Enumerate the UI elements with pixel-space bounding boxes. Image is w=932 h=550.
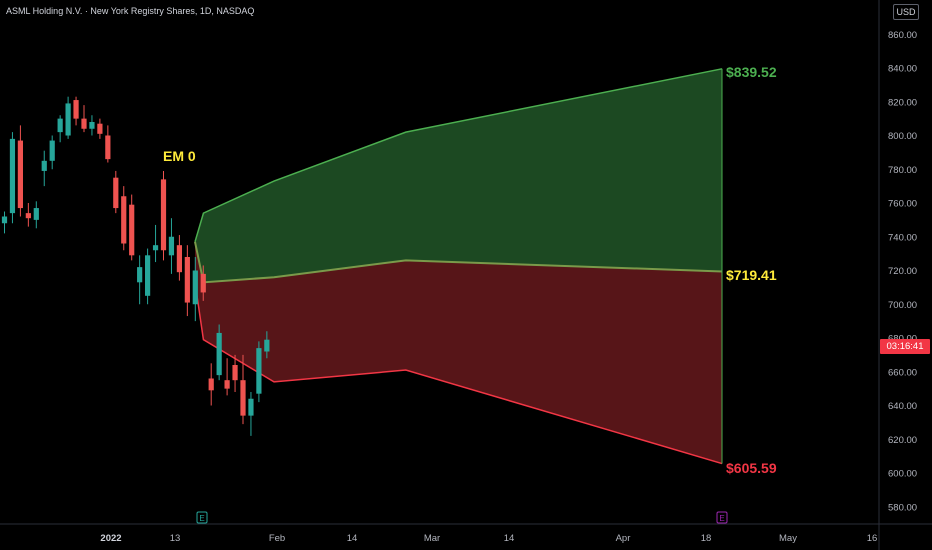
em-annotation: EM 0 bbox=[163, 148, 196, 164]
candle-body bbox=[176, 245, 182, 273]
candle-body bbox=[41, 160, 47, 171]
candle-body bbox=[216, 332, 222, 376]
candle-body bbox=[97, 123, 103, 134]
y-tick-label: 660.00 bbox=[888, 367, 917, 378]
earnings-event-label: E bbox=[199, 514, 204, 523]
y-tick-label: 700.00 bbox=[888, 300, 917, 311]
chart-title: ASML Holding N.V. · New York Registry Sh… bbox=[6, 6, 255, 16]
y-axis: 580.00600.00620.00640.00660.00680.00700.… bbox=[888, 30, 917, 514]
currency-selector[interactable]: USD bbox=[893, 4, 919, 20]
downside-zone bbox=[195, 241, 722, 464]
x-axis: 2022 13 Feb 14 Mar 14 Apr 18 May 16 E E bbox=[100, 511, 878, 544]
current-price-countdown: 03:16:41 bbox=[880, 339, 930, 354]
y-tick-label: 740.00 bbox=[888, 232, 917, 243]
candle-body bbox=[264, 339, 270, 352]
y-tick-label: 840.00 bbox=[888, 64, 917, 75]
upper-target-label: $839.52 bbox=[726, 64, 777, 80]
lower-target-label: $605.59 bbox=[726, 460, 777, 476]
y-tick-label: 620.00 bbox=[888, 435, 917, 446]
candle-body bbox=[17, 140, 23, 209]
y-tick-label: 780.00 bbox=[888, 165, 917, 176]
x-tick-label: 18 bbox=[701, 533, 712, 544]
candle-body bbox=[137, 267, 143, 283]
x-tick-label: 16 bbox=[867, 533, 878, 544]
lower-bound-line bbox=[194, 282, 723, 465]
candle-body bbox=[168, 236, 175, 256]
candle-body bbox=[1, 216, 8, 224]
candle-body bbox=[25, 213, 31, 219]
y-tick-label: 580.00 bbox=[888, 502, 917, 513]
x-tick-label: Feb bbox=[269, 533, 285, 544]
y-tick-label: 640.00 bbox=[888, 401, 917, 412]
x-tick-label: 13 bbox=[170, 533, 181, 544]
y-tick-label: 720.00 bbox=[888, 266, 917, 277]
candle-body bbox=[57, 118, 63, 133]
candle-body bbox=[248, 398, 254, 416]
earnings-event-icon[interactable] bbox=[196, 511, 208, 524]
candle-body bbox=[224, 380, 230, 389]
expected-move-zones bbox=[194, 68, 723, 465]
candle-body bbox=[105, 135, 111, 160]
mid-target-label: $719.41 bbox=[726, 267, 777, 283]
candle-body bbox=[200, 273, 206, 293]
candle-body bbox=[33, 208, 39, 220]
candle-body bbox=[145, 255, 151, 296]
earnings-event-label: E bbox=[719, 514, 724, 523]
y-tick-label: 760.00 bbox=[888, 199, 917, 210]
candle-body bbox=[152, 245, 159, 251]
candle-body bbox=[192, 270, 198, 305]
candle-body bbox=[65, 103, 71, 136]
x-tick-label: 14 bbox=[347, 533, 358, 544]
candle-body bbox=[81, 118, 87, 129]
candle-body bbox=[240, 380, 246, 416]
upper-bound-line bbox=[194, 68, 723, 243]
x-tick-label: May bbox=[779, 533, 797, 544]
upside-zone bbox=[195, 68, 722, 283]
candle-body bbox=[160, 179, 167, 251]
candle-body bbox=[113, 177, 119, 209]
candle-body bbox=[73, 100, 79, 119]
x-tick-label: 2022 bbox=[100, 533, 121, 544]
candle-body bbox=[9, 138, 16, 214]
x-tick-label: Mar bbox=[424, 533, 440, 544]
candle-body bbox=[49, 140, 55, 161]
earnings-event-icon[interactable] bbox=[716, 511, 728, 524]
candle-body bbox=[232, 365, 238, 381]
candle-body bbox=[121, 196, 127, 244]
zone-labels: EM 0 $839.52 $719.41 $605.59 bbox=[163, 64, 777, 476]
y-tick-label: 860.00 bbox=[888, 30, 917, 41]
y-tick-label: 800.00 bbox=[888, 131, 917, 142]
candle-body bbox=[208, 378, 214, 391]
candlesticks bbox=[1, 96, 270, 436]
candle-body bbox=[89, 122, 95, 129]
x-tick-label: Apr bbox=[616, 533, 631, 544]
y-tick-label: 820.00 bbox=[888, 97, 917, 108]
x-tick-label: 14 bbox=[504, 533, 515, 544]
candle-body bbox=[129, 204, 135, 256]
mid-line bbox=[194, 241, 723, 284]
candle-body bbox=[256, 348, 262, 394]
y-tick-label: 600.00 bbox=[888, 469, 917, 480]
candle-body bbox=[184, 257, 190, 303]
